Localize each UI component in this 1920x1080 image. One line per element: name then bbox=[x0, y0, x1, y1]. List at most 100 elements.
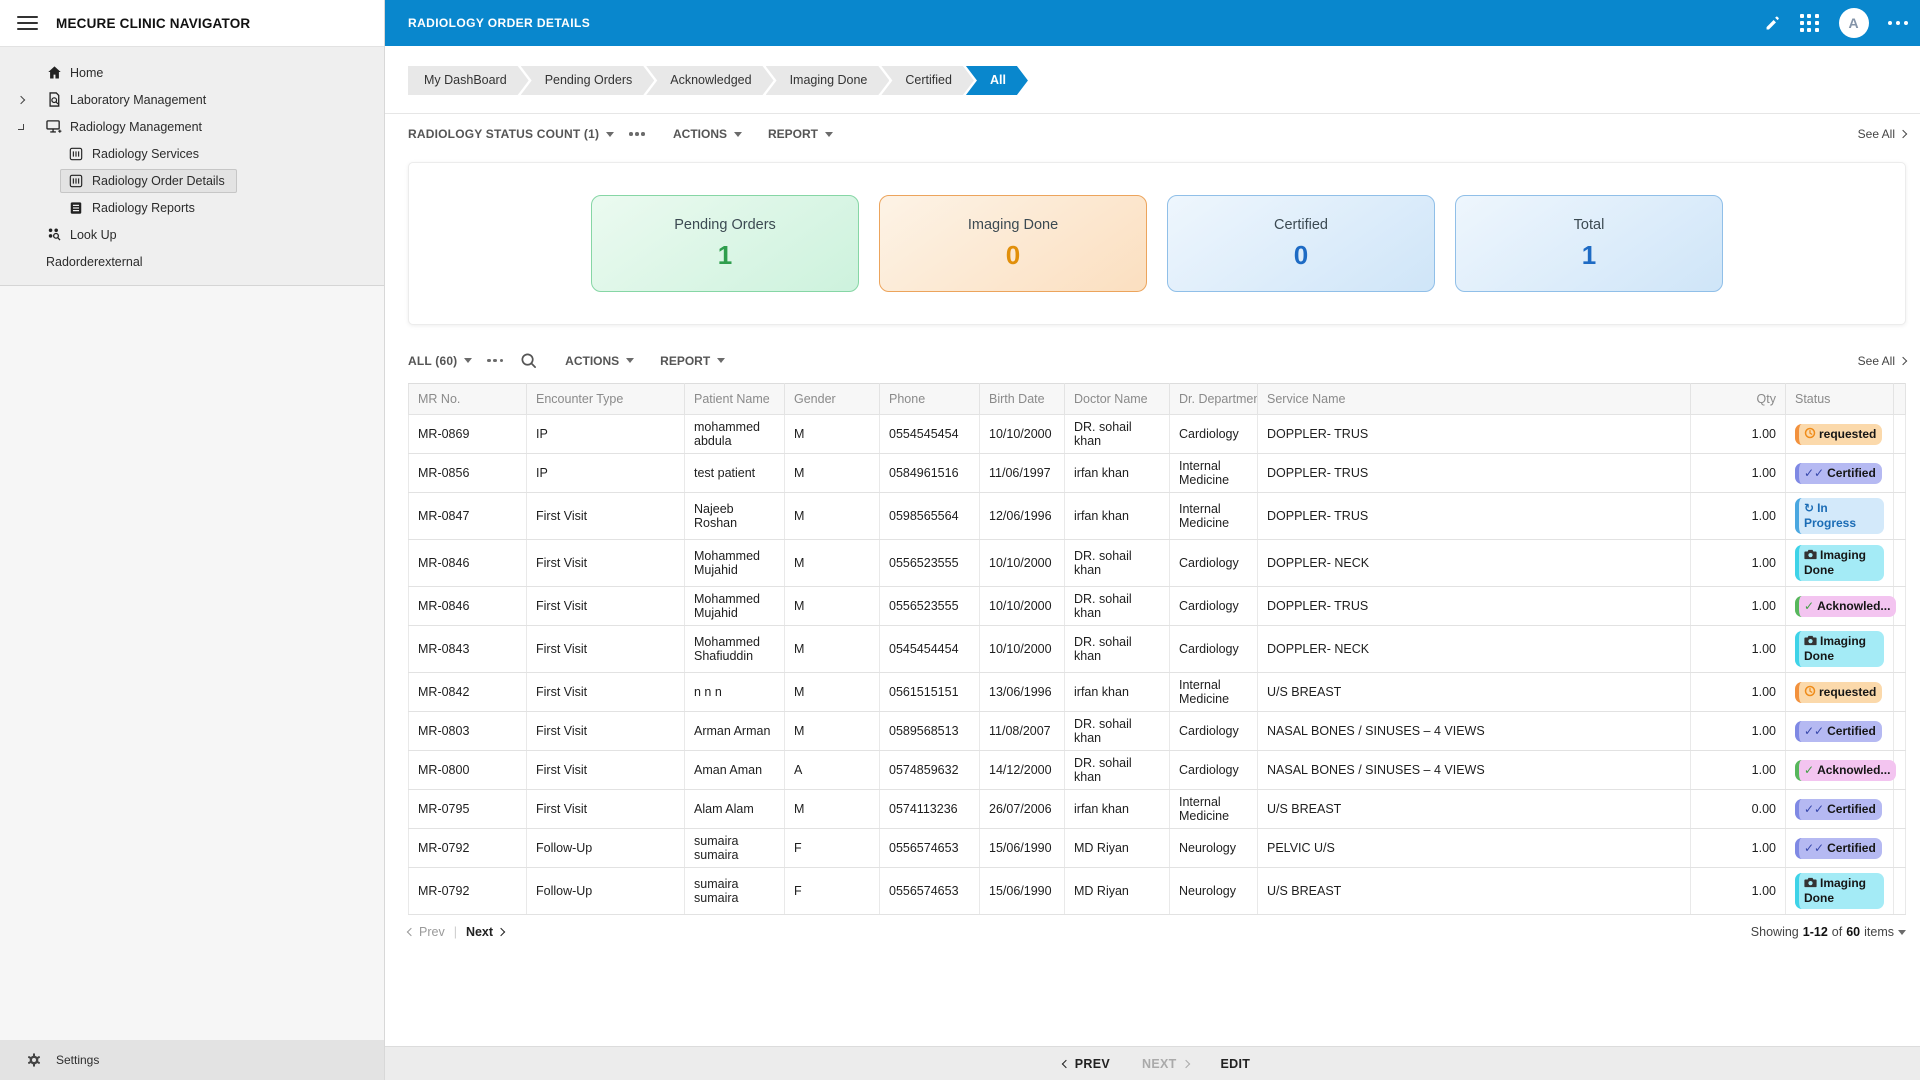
footer-prev-button[interactable]: PREV bbox=[1061, 1057, 1110, 1071]
sidebar-item-radorderexternal[interactable]: Radorderexternal bbox=[0, 248, 384, 275]
more-options-icon[interactable] bbox=[1887, 20, 1908, 26]
column-header-dr-department[interactable]: Dr. Department bbox=[1169, 383, 1258, 415]
table-row[interactable]: MR-0842 First Visit n n n M 0561515151 13/06/… bbox=[408, 672, 1906, 712]
edit-pencil-icon[interactable] bbox=[1764, 15, 1781, 32]
chevron-right-icon[interactable] bbox=[16, 95, 38, 104]
tab-pending-orders[interactable]: Pending Orders bbox=[521, 66, 655, 95]
card-label: Total bbox=[1573, 216, 1605, 233]
see-all-link[interactable]: See All bbox=[1858, 127, 1908, 141]
report-label: REPORT bbox=[660, 353, 711, 368]
tab-certified[interactable]: Certified bbox=[881, 66, 974, 95]
sidebar-item-home[interactable]: Home bbox=[0, 59, 384, 86]
column-header-doctor-name[interactable]: Doctor Name bbox=[1064, 383, 1170, 415]
cell-service-name: DOPPLER- TRUS bbox=[1257, 414, 1691, 454]
report-dropdown[interactable]: REPORT bbox=[660, 353, 726, 368]
hamburger-menu-icon[interactable] bbox=[17, 12, 38, 34]
status-card-certified[interactable]: Certified 0 bbox=[1167, 195, 1435, 292]
status-label: requested bbox=[1819, 426, 1877, 441]
status-count-dropdown[interactable]: RADIOLOGY STATUS COUNT (1) bbox=[408, 127, 615, 141]
see-all-link[interactable]: See All bbox=[1858, 354, 1908, 368]
lab-icon bbox=[46, 92, 62, 108]
sidebar-item-look-up[interactable]: Look Up bbox=[0, 221, 384, 248]
tab-acknowledged[interactable]: Acknowledged bbox=[646, 66, 773, 95]
showing-label: Showing bbox=[1750, 925, 1799, 939]
cell-mr-no: MR-0795 bbox=[408, 789, 527, 829]
table-row[interactable]: MR-0846 First Visit Mohammed Mujahid M 05565… bbox=[408, 539, 1906, 587]
more-menu-icon[interactable] bbox=[627, 132, 647, 136]
cell-doctor-name: irfan khan bbox=[1064, 789, 1170, 829]
cell-patient-name: Mohammed Mujahid bbox=[684, 586, 785, 626]
status-card-imaging-done[interactable]: Imaging Done 0 bbox=[879, 195, 1147, 292]
actions-dropdown[interactable]: ACTIONS bbox=[565, 354, 635, 368]
sidebar-item-radiology-services[interactable]: Radiology Services bbox=[0, 140, 384, 167]
footer-edit-button[interactable]: EDIT bbox=[1221, 1057, 1251, 1071]
apps-grid-icon[interactable] bbox=[1799, 14, 1820, 32]
column-header-mr-no-[interactable]: MR No. bbox=[408, 383, 527, 415]
column-header-patient-name[interactable]: Patient Name bbox=[684, 383, 785, 415]
table-row[interactable]: MR-0795 First Visit Alam Alam M 0574113236 26… bbox=[408, 789, 1906, 829]
sidebar-item-radiology-reports[interactable]: Radiology Reports bbox=[0, 194, 384, 221]
cell-gender: M bbox=[784, 539, 880, 587]
column-header-phone[interactable]: Phone bbox=[879, 383, 980, 415]
chevron-right-icon bbox=[1181, 1059, 1190, 1068]
cell-service-name: DOPPLER- TRUS bbox=[1257, 586, 1691, 626]
sidebar-item-laboratory-management[interactable]: Laboratory Management bbox=[0, 86, 384, 113]
column-header-encounter-type[interactable]: Encounter Type bbox=[526, 383, 685, 415]
sidebar-item-label: Radiology Reports bbox=[92, 200, 195, 215]
tab-my-dashboard[interactable]: My DashBoard bbox=[408, 66, 529, 95]
report-label: REPORT bbox=[767, 127, 818, 141]
cell-status: requested bbox=[1785, 672, 1894, 712]
cell-qty: 0.00 bbox=[1690, 789, 1786, 829]
column-header-birth-date[interactable]: Birth Date bbox=[979, 383, 1065, 415]
table-row[interactable]: MR-0856 IP test patient M 0584961516 11/06/19… bbox=[408, 453, 1906, 493]
column-header-gender[interactable]: Gender bbox=[784, 383, 880, 415]
tab-imaging-done[interactable]: Imaging Done bbox=[766, 66, 890, 95]
cell-mr-no: MR-0803 bbox=[408, 711, 527, 751]
sidebar-item-radiology-order-details[interactable]: Radiology Order Details bbox=[0, 167, 384, 194]
status-label: Imaging Done bbox=[1804, 548, 1867, 577]
cell-phone: 0589568513 bbox=[879, 711, 980, 751]
chevron-down-icon[interactable] bbox=[18, 123, 38, 130]
column-header-status[interactable]: Status bbox=[1785, 383, 1894, 415]
search-icon[interactable] bbox=[520, 352, 537, 369]
cell-doctor-name: irfan khan bbox=[1064, 453, 1170, 493]
cell-department: Cardiology bbox=[1169, 586, 1258, 626]
settings-button[interactable]: Settings bbox=[0, 1040, 384, 1080]
cell-status: ✓ Acknowled... bbox=[1785, 750, 1897, 790]
sidebar-item-radiology-management[interactable]: Radiology Management bbox=[0, 113, 384, 140]
cell-mr-no: MR-0842 bbox=[408, 672, 527, 712]
showing-items-dropdown[interactable]: Showing 1-12 of 60 items bbox=[1751, 925, 1906, 939]
column-header-qty[interactable]: Qty bbox=[1690, 383, 1786, 415]
table-row[interactable]: MR-0792 Follow-Up sumaira sumaira F 05565746… bbox=[408, 867, 1906, 915]
status-card-pending-orders[interactable]: Pending Orders 1 bbox=[591, 195, 859, 292]
user-avatar[interactable]: A bbox=[1838, 8, 1869, 38]
cell-encounter-type: IP bbox=[526, 453, 685, 493]
status-badge-certified: ✓✓ Certified bbox=[1795, 837, 1882, 859]
table-row[interactable]: MR-0847 First Visit Najeeb Roshan M 05985655… bbox=[408, 492, 1906, 540]
report-dropdown[interactable]: REPORT bbox=[768, 127, 833, 141]
cell-qty: 1.00 bbox=[1690, 625, 1786, 673]
more-menu-icon[interactable] bbox=[485, 358, 505, 363]
status-label: Imaging Done bbox=[1804, 876, 1867, 905]
cell-qty: 1.00 bbox=[1690, 828, 1786, 868]
cell-department: Cardiology bbox=[1169, 414, 1258, 454]
table-row[interactable]: MR-0803 First Visit Arman Arman M 0589568513… bbox=[408, 711, 1906, 751]
cell-birth-date: 11/08/2007 bbox=[979, 711, 1065, 751]
next-page-button[interactable]: Next bbox=[466, 925, 506, 939]
table-row[interactable]: MR-0792 Follow-Up sumaira sumaira F 05565746… bbox=[408, 828, 1906, 868]
status-card-total[interactable]: Total 1 bbox=[1455, 195, 1723, 292]
cell-gender: M bbox=[784, 789, 880, 829]
cell-patient-name: Najeeb Roshan bbox=[684, 492, 785, 540]
actions-dropdown[interactable]: ACTIONS bbox=[673, 127, 742, 141]
table-row[interactable]: MR-0846 First Visit Mohammed Mujahid M 05565… bbox=[408, 586, 1906, 626]
cell-status: ✓✓ Certified bbox=[1785, 789, 1894, 829]
prev-page-button[interactable]: Prev bbox=[406, 925, 445, 939]
cell-patient-name: Alam Alam bbox=[684, 789, 785, 829]
table-row[interactable]: MR-0869 IP mohammed abdula M 0554545454 10/10… bbox=[408, 414, 1906, 454]
footer-next-button[interactable]: NEXT bbox=[1142, 1057, 1190, 1071]
filter-dropdown[interactable]: ALL (60) bbox=[408, 354, 473, 368]
column-header-service-name[interactable]: Service Name bbox=[1257, 383, 1691, 415]
table-row[interactable]: MR-0800 First Visit Aman Aman A 0574859632 14… bbox=[408, 750, 1906, 790]
table-row[interactable]: MR-0843 First Visit Mohammed Shafiuddin M 05… bbox=[408, 625, 1906, 673]
tab-all[interactable]: All bbox=[966, 66, 1028, 95]
